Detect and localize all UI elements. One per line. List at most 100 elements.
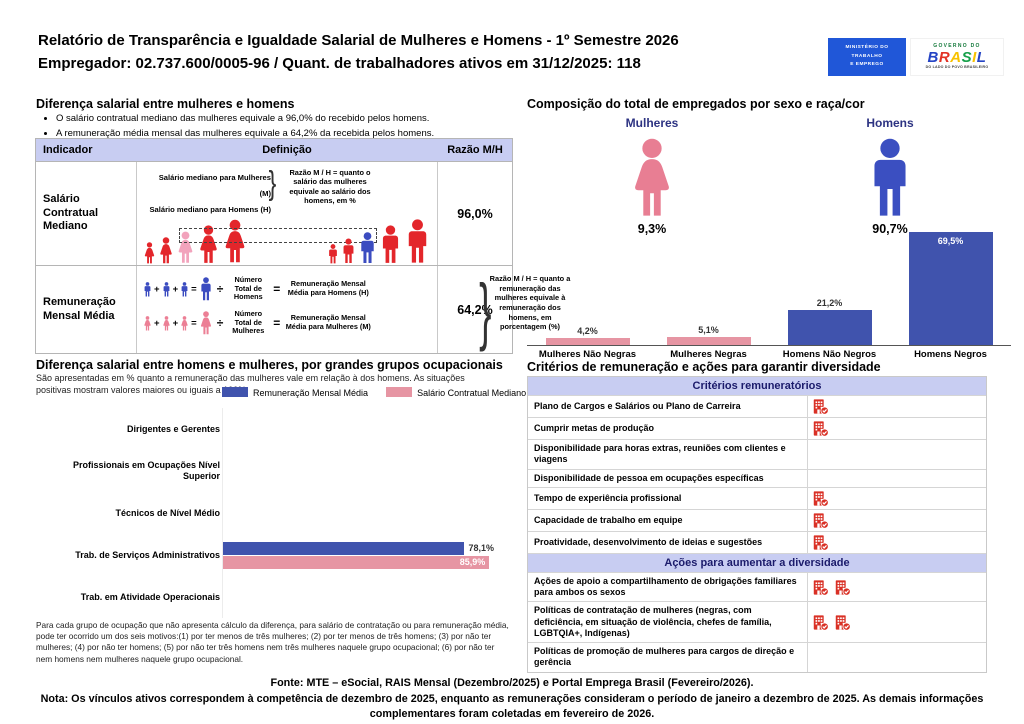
woman-icon	[143, 242, 156, 264]
nota-line: Nota: Os vínculos ativos correspondem à …	[40, 692, 984, 721]
building-check-icon	[813, 491, 829, 507]
action-label: Ações de apoio a compartilhamento de obr…	[528, 572, 808, 602]
mte-logo-line: TRABALHO	[851, 53, 883, 59]
bar-value-label: 21,2%	[816, 298, 843, 309]
action-marker-cell	[808, 643, 986, 672]
brasil-wordmark: BRASIL	[927, 48, 987, 66]
definition-cell: Salário mediano para Mulheres (M) Salári…	[136, 162, 438, 265]
page-title: Relatório de Transparência e Igualdade S…	[38, 30, 778, 75]
bar-line: 78,1%	[223, 541, 494, 555]
category-label: Dirigentes e Gerentes	[126, 423, 220, 434]
female-label: Mulheres	[625, 116, 679, 130]
action-label: Políticas de promoção de mulheres para c…	[528, 643, 808, 672]
bar-remuneracao-media	[223, 541, 465, 555]
category-label: Homens Negros	[914, 349, 987, 360]
building-check-icon	[835, 615, 851, 631]
plus-sign: +	[154, 317, 160, 329]
chart-row: Trab. de Serviços Administrativos 78,1% …	[36, 534, 494, 576]
criterion-marker-cell	[808, 532, 986, 553]
criterion-label: Capacidade de trabalho em equipe	[528, 509, 808, 531]
occupational-bar-chart: Dirigentes e Gerentes Profissionais em O…	[36, 408, 494, 618]
equals-sign: =	[191, 317, 197, 329]
female-composition-block: Mulheres 9,3%	[594, 116, 710, 236]
table-row: Ações de apoio a compartilhamento de obr…	[528, 571, 986, 602]
bar-value-label: 78,1%	[468, 543, 494, 553]
gov-logo-tagline: DO LADO DO POVO BRASILEIRO	[925, 65, 989, 70]
ratio-note: Razão M / H = quanto a remuneração das m…	[489, 274, 571, 332]
plus-sign: +	[172, 317, 179, 329]
plus-sign: +	[172, 283, 179, 295]
male-icon	[863, 138, 917, 218]
bar	[787, 310, 872, 345]
divide-sign: ÷	[216, 316, 224, 330]
criterion-label: Cumprir metas de produção	[528, 418, 808, 439]
building-check-icon	[835, 579, 851, 596]
women-divisor-label: Número Total de Mulheres	[232, 308, 265, 336]
bar-slot: 21,2%	[769, 298, 890, 345]
bar	[666, 336, 751, 345]
male-percentage: 90,7%	[872, 222, 908, 236]
category-label: Homens Não Negros	[782, 349, 877, 360]
woman-icon-large	[199, 311, 213, 335]
criterion-marker-cell	[808, 418, 986, 439]
chart-legend: Remuneração Mensal Média Salário Contrat…	[222, 387, 526, 398]
bar-line: 85,9%	[223, 555, 494, 569]
bars-area: 4,2% 5,1% 21,2% 69,5%	[527, 228, 1011, 345]
man-icon	[341, 238, 356, 264]
employer-line: Empregador: 02.737.600/0005-96 / Quant. …	[38, 54, 641, 72]
section-title-occupational: Diferença salarial entre homens e mulher…	[36, 358, 503, 372]
section-title-criteria: Critérios de remuneração e ações para ga…	[527, 360, 881, 374]
criterion-marker-cell	[808, 396, 986, 417]
bar	[545, 338, 630, 345]
divide-sign: ÷	[216, 282, 224, 296]
median-men-line: Salário mediano para Homens (H)	[149, 204, 271, 214]
table-row: Disponibilidade de pessoa em ocupações e…	[528, 468, 986, 487]
table-row: Políticas de promoção de mulheres para c…	[528, 642, 986, 672]
plot-area	[222, 408, 494, 450]
bar: 69,5%	[908, 231, 993, 345]
composition-bar-chart: 4,2% 5,1% 21,2% 69,5% Mulheres Não Negra…	[527, 228, 1011, 360]
bar-salario-mediano: 85,9%	[223, 555, 490, 569]
category-label: Técnicos de Nível Médio	[115, 507, 220, 518]
table-row: Cumprir metas de produção	[528, 417, 986, 439]
fonte-line: Fonte: MTE – eSocial, RAIS Mensal (Dezem…	[270, 677, 754, 689]
indicator-table-header: Indicador Definição Razão M/H	[36, 139, 512, 161]
woman-icon	[158, 237, 174, 264]
definition-cell: + + = ÷ Número Total de Homens = Remuner…	[136, 266, 570, 353]
criteria-header-diversidade: Ações para aumentar a diversidade	[528, 552, 986, 572]
people-pictogram-row	[137, 208, 439, 266]
category-label: Mulheres Não Negras	[538, 349, 637, 360]
criterion-label: Disponibilidade de pessoa em ocupações e…	[528, 469, 808, 487]
female-percentage: 9,3%	[637, 222, 667, 236]
plot-area	[222, 450, 494, 492]
section-title-salary-gap: Diferença salarial entre mulheres e home…	[36, 97, 295, 111]
table-row: Capacidade de trabalho em equipe	[528, 508, 986, 531]
bar-value-label: 5,1%	[698, 324, 719, 335]
legend-item-pink: Salário Contratual Mediano	[386, 387, 526, 398]
criterion-label: Tempo de experiência profissional	[528, 487, 808, 509]
equals-sign: =	[273, 282, 281, 296]
ratio-value: 64,2%	[457, 302, 493, 317]
criterion-marker-cell	[808, 470, 986, 487]
bullet-mean-remuneration: A remuneração média mensal das mulheres …	[56, 127, 434, 142]
median-comparison-dashed-box	[179, 228, 377, 243]
table-row: Disponibilidade para horas extras, reuni…	[528, 439, 986, 469]
category-label: Trab. de Serviços Administrativos	[75, 549, 220, 560]
criterion-marker-cell	[808, 510, 986, 531]
col-definicao: Definição	[262, 144, 312, 156]
salary-gap-bullets: O salário contratual mediano das mulhere…	[44, 112, 434, 141]
men-result-label: Remuneração Mensal Média para Homens (H)	[287, 279, 369, 297]
legend-label: Salário Contratual Mediano	[417, 388, 527, 398]
building-check-icon	[813, 421, 829, 437]
category-label: Trab. em Atividade Operacionais	[80, 591, 220, 602]
section-title-composition: Composição do total de empregados por se…	[527, 97, 865, 111]
bar-value-label: 69,5%	[937, 235, 964, 246]
median-definition-lines: Salário mediano para Mulheres (M) Salári…	[147, 170, 271, 218]
men-divisor-label: Número Total de Homens	[233, 274, 263, 302]
bar-slot: 5,1%	[648, 325, 769, 345]
bracket-glyph: }	[268, 164, 277, 201]
action-marker-cell	[808, 602, 986, 642]
mte-logo-line: MINISTÉRIO DO	[845, 45, 889, 51]
man-icon	[162, 282, 171, 297]
